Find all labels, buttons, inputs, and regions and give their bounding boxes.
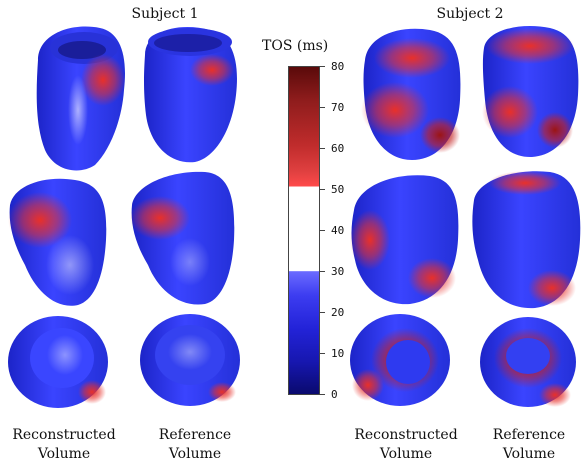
colorbar-tick: [320, 312, 325, 313]
colorbar-tick-label: 30: [331, 265, 345, 278]
colorbar-tick-label: 10: [331, 347, 345, 360]
s1-r2-reconstructed: [8, 178, 107, 306]
s1-r3-reconstructed: [8, 316, 108, 408]
s2-r3-reference: [480, 317, 576, 407]
caption-line: Reconstructed: [12, 427, 116, 443]
s2-r1-reconstructed: [361, 28, 461, 160]
colorbar-tick-label: 50: [331, 183, 345, 196]
colorbar-tick-label: 80: [331, 60, 345, 73]
colorbar-tick-label: 20: [331, 306, 345, 319]
s2-r1-reference: [482, 26, 579, 158]
s1-r1-reconstructed: [36, 26, 125, 171]
s1-r3-reference: [140, 314, 240, 406]
colorbar-tick-label: 70: [331, 101, 345, 114]
s2-r3-reconstructed: [350, 314, 450, 406]
caption-line: Volume: [168, 446, 222, 462]
colorbar-tick: [320, 394, 325, 395]
colorbar-tick: [320, 148, 325, 149]
caption-line: Reference: [492, 427, 566, 443]
caption-line: Volume: [502, 446, 556, 462]
subject-2-title: Subject 2: [436, 6, 504, 22]
colorbar-tick: [320, 66, 325, 67]
caption-line: Reference: [158, 427, 232, 443]
caption-line: Volume: [379, 446, 433, 462]
s2-r2-reference: [472, 171, 581, 309]
colorbar-tick-label: 40: [331, 224, 345, 237]
colorbar-tick: [320, 230, 325, 231]
caption-s2-reconstructed: Reconstructed Volume: [344, 426, 468, 464]
caption-line: Volume: [37, 446, 91, 462]
caption-s1-reference: Reference Volume: [140, 426, 250, 464]
caption-line: Reconstructed: [354, 427, 458, 443]
colorbar-tick-label: 60: [331, 142, 345, 155]
colorbar-title: TOS (ms): [262, 38, 329, 54]
colorbar-tick: [320, 189, 325, 190]
s1-r1-reference: [144, 27, 237, 163]
colorbar: [288, 66, 320, 395]
caption-s1-reconstructed: Reconstructed Volume: [4, 426, 124, 464]
caption-s2-reference: Reference Volume: [474, 426, 584, 464]
s1-r2-reference: [130, 171, 235, 305]
colorbar-tick: [320, 353, 325, 354]
colorbar-tick-label: 0: [331, 388, 338, 401]
subject-1-title: Subject 1: [131, 6, 199, 22]
colorbar-tick: [320, 107, 325, 108]
s2-r2-reconstructed: [350, 175, 459, 305]
colorbar-tick: [320, 271, 325, 272]
